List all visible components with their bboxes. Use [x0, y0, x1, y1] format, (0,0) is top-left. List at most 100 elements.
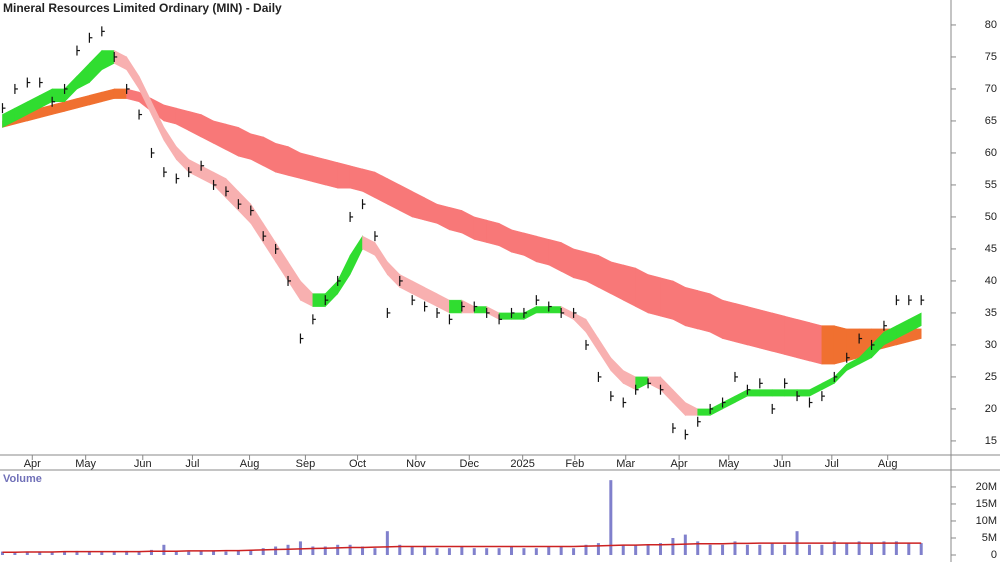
price-bar: [63, 83, 68, 94]
volume-bar: [385, 531, 389, 555]
volume-bar: [249, 549, 253, 555]
price-bar: [39, 77, 43, 88]
price-bar: [200, 160, 205, 171]
band-segment: [548, 306, 562, 314]
volume-bar: [423, 546, 427, 555]
price-bar: [622, 397, 627, 408]
price-bar: [461, 301, 465, 312]
band-segment: [908, 328, 922, 343]
band-segment: [573, 248, 587, 282]
band-segment: [163, 104, 177, 125]
volume-bar: [199, 550, 203, 555]
volume-bar: [510, 546, 514, 555]
volume-bar: [112, 551, 116, 555]
volume-bar: [634, 544, 638, 555]
price-bar: [138, 109, 143, 120]
price-bar: [101, 26, 105, 37]
band-segment: [908, 312, 922, 333]
y-tick-label: 20M: [976, 481, 997, 493]
price-bar: [721, 397, 726, 408]
band-segment: [113, 88, 127, 99]
x-tick-label: Sep: [296, 458, 316, 470]
price-bar: [597, 371, 602, 382]
band-segment: [809, 322, 823, 365]
volume-bar: [311, 546, 315, 555]
price-bar: [858, 333, 863, 344]
volume-bar: [25, 551, 29, 555]
volume-bar: [212, 550, 216, 555]
band-segment: [473, 216, 487, 243]
x-tick-label: Jun: [134, 458, 152, 470]
price-bar: [361, 199, 366, 210]
band-segment: [759, 309, 773, 352]
band-segment: [324, 158, 338, 189]
price-bar: [510, 307, 515, 318]
price-bar: [697, 416, 701, 427]
price-bar: [659, 384, 664, 395]
price-bar: [175, 173, 180, 184]
price-bar: [51, 96, 56, 107]
y-tick-label: 80: [985, 19, 997, 31]
band-segment: [598, 254, 612, 295]
volume-bar: [758, 544, 762, 555]
band-segment: [821, 325, 835, 365]
band-segment: [771, 312, 785, 355]
x-tick-label: 2025: [510, 458, 534, 470]
y-tick-label: 0: [991, 549, 997, 561]
volume-bar: [373, 548, 377, 555]
x-tick-label: Oct: [349, 458, 366, 470]
price-bar: [672, 423, 676, 434]
price-bar: [883, 320, 887, 331]
band-segment: [610, 261, 624, 301]
volume-bar: [149, 549, 153, 555]
band-segment: [722, 299, 736, 343]
volume-bar: [485, 548, 489, 555]
volume-bar: [274, 546, 278, 555]
band-segment: [796, 389, 810, 397]
price-bar: [498, 314, 503, 325]
band-segment: [486, 219, 500, 247]
x-tick-label: Feb: [565, 458, 584, 470]
price-bar: [870, 339, 875, 350]
volume-bar: [522, 548, 526, 555]
volume-bar: [584, 544, 588, 555]
volume-bar: [174, 550, 178, 555]
y-tick-label: 60: [985, 147, 997, 159]
volume-bar: [348, 544, 352, 555]
volume-bar: [410, 546, 414, 555]
volume-bar: [832, 541, 836, 555]
price-bar: [88, 32, 93, 43]
price-bar: [76, 45, 80, 56]
price-bar: [771, 403, 776, 414]
volume-bar: [323, 546, 327, 555]
band-segment: [747, 389, 761, 397]
price-bar: [312, 314, 316, 325]
volume-bar: [50, 551, 54, 555]
y-tick-label: 20: [985, 403, 997, 415]
band-segment: [747, 306, 761, 349]
volume-bar: [870, 543, 874, 555]
volume-bar: [472, 548, 476, 555]
band-segment: [734, 302, 748, 346]
price-bar: [399, 275, 403, 286]
volume-average: [2, 542, 922, 554]
price-bar: [709, 403, 714, 414]
band-segment: [771, 389, 785, 397]
y-tick-label: 5M: [982, 532, 997, 544]
price-bar: [237, 199, 242, 210]
price-bar: [796, 391, 801, 402]
volume-bar: [87, 551, 91, 555]
price-bar: [759, 378, 763, 389]
volume-bar: [882, 541, 886, 555]
volume-bar: [361, 546, 365, 555]
band-segment: [262, 136, 276, 173]
band-segment: [275, 142, 289, 176]
price-bar: [647, 378, 652, 389]
volume-bar: [447, 548, 451, 555]
band-segment: [697, 290, 711, 333]
volume-bar: [435, 548, 439, 555]
y-tick-label: 65: [985, 115, 997, 127]
volume-bar: [75, 550, 79, 555]
y-tick-label: 35: [985, 307, 997, 319]
